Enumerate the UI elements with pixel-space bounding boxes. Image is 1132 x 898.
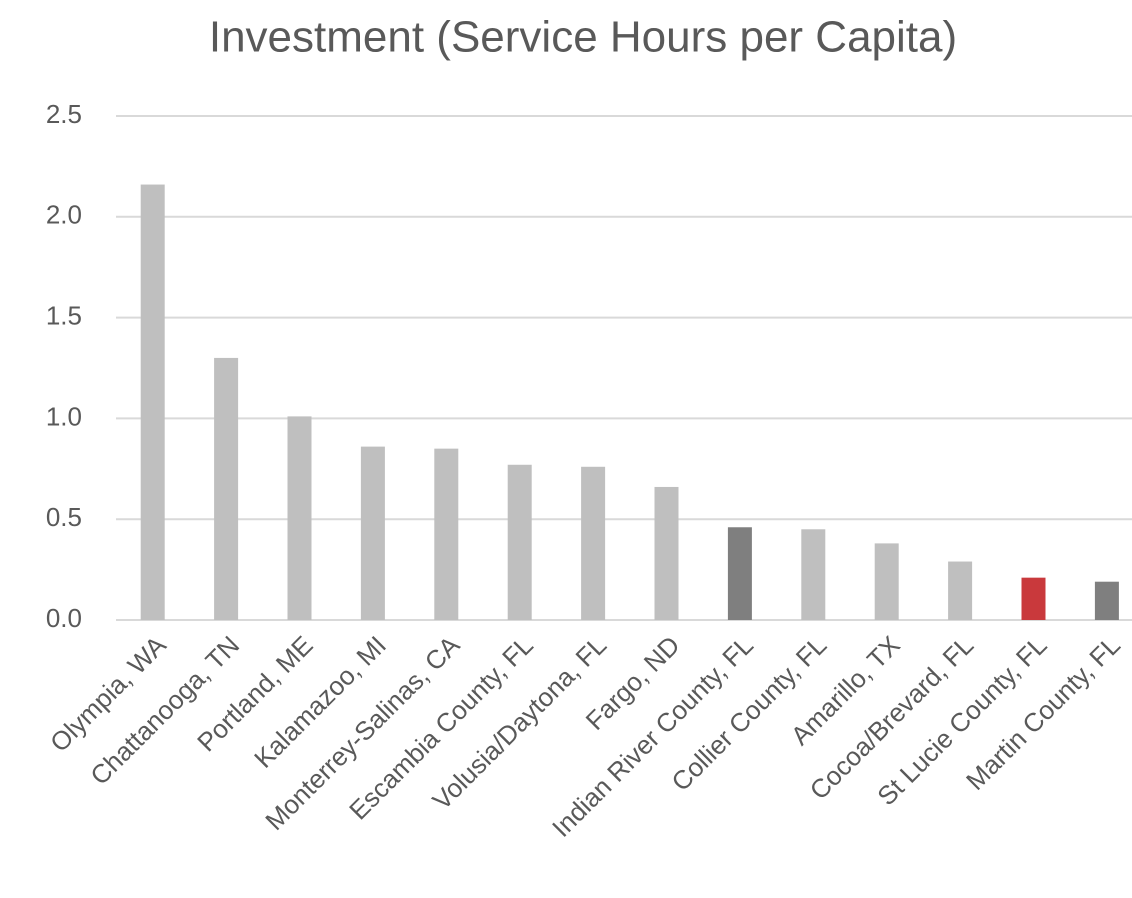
bar (434, 448, 459, 620)
y-tick-label: 1.0 (46, 401, 82, 431)
bar (1094, 581, 1119, 620)
y-tick-label: 1.5 (46, 300, 82, 330)
bar (140, 184, 165, 620)
bar (581, 466, 606, 620)
bar (948, 561, 973, 620)
y-tick-label: 0.0 (46, 603, 82, 633)
y-tick-label: 0.5 (46, 502, 82, 532)
bar (727, 527, 752, 620)
bar (287, 416, 312, 620)
bar (654, 486, 679, 620)
bar (360, 446, 385, 620)
bar (214, 357, 239, 620)
chart-title: Investment (Service Hours per Capita) (209, 13, 957, 62)
bar (874, 543, 899, 620)
y-tick-label: 2.5 (46, 99, 82, 129)
bar (801, 529, 826, 620)
y-tick-label: 2.0 (46, 200, 82, 230)
bar (1021, 577, 1046, 620)
x-tick-label: Kalamazoo, MI (248, 630, 392, 774)
bar (507, 464, 532, 620)
